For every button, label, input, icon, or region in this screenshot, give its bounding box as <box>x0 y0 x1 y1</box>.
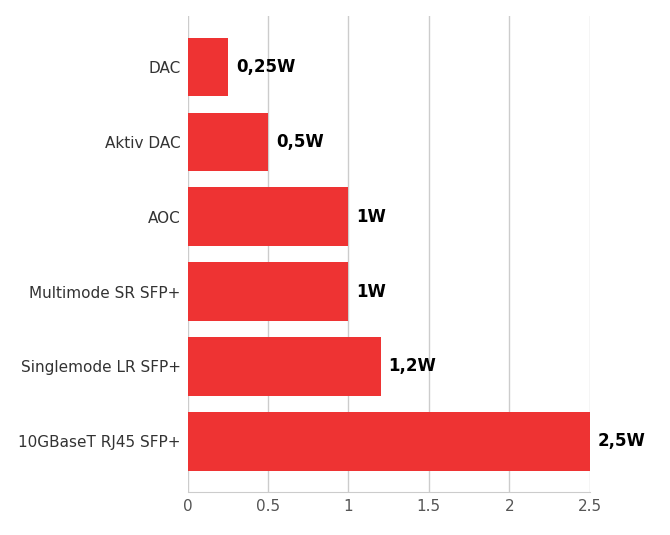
Text: 1W: 1W <box>356 208 387 226</box>
Text: 0,5W: 0,5W <box>276 133 324 151</box>
Text: 1,2W: 1,2W <box>389 357 436 376</box>
Text: 0,25W: 0,25W <box>236 58 295 76</box>
Bar <box>188 37 228 96</box>
Bar <box>188 262 348 321</box>
Bar <box>188 337 381 396</box>
Text: 2,5W: 2,5W <box>598 432 645 450</box>
Bar <box>188 412 590 471</box>
Text: 1W: 1W <box>356 282 387 301</box>
Bar <box>188 112 268 171</box>
Bar <box>188 187 348 246</box>
